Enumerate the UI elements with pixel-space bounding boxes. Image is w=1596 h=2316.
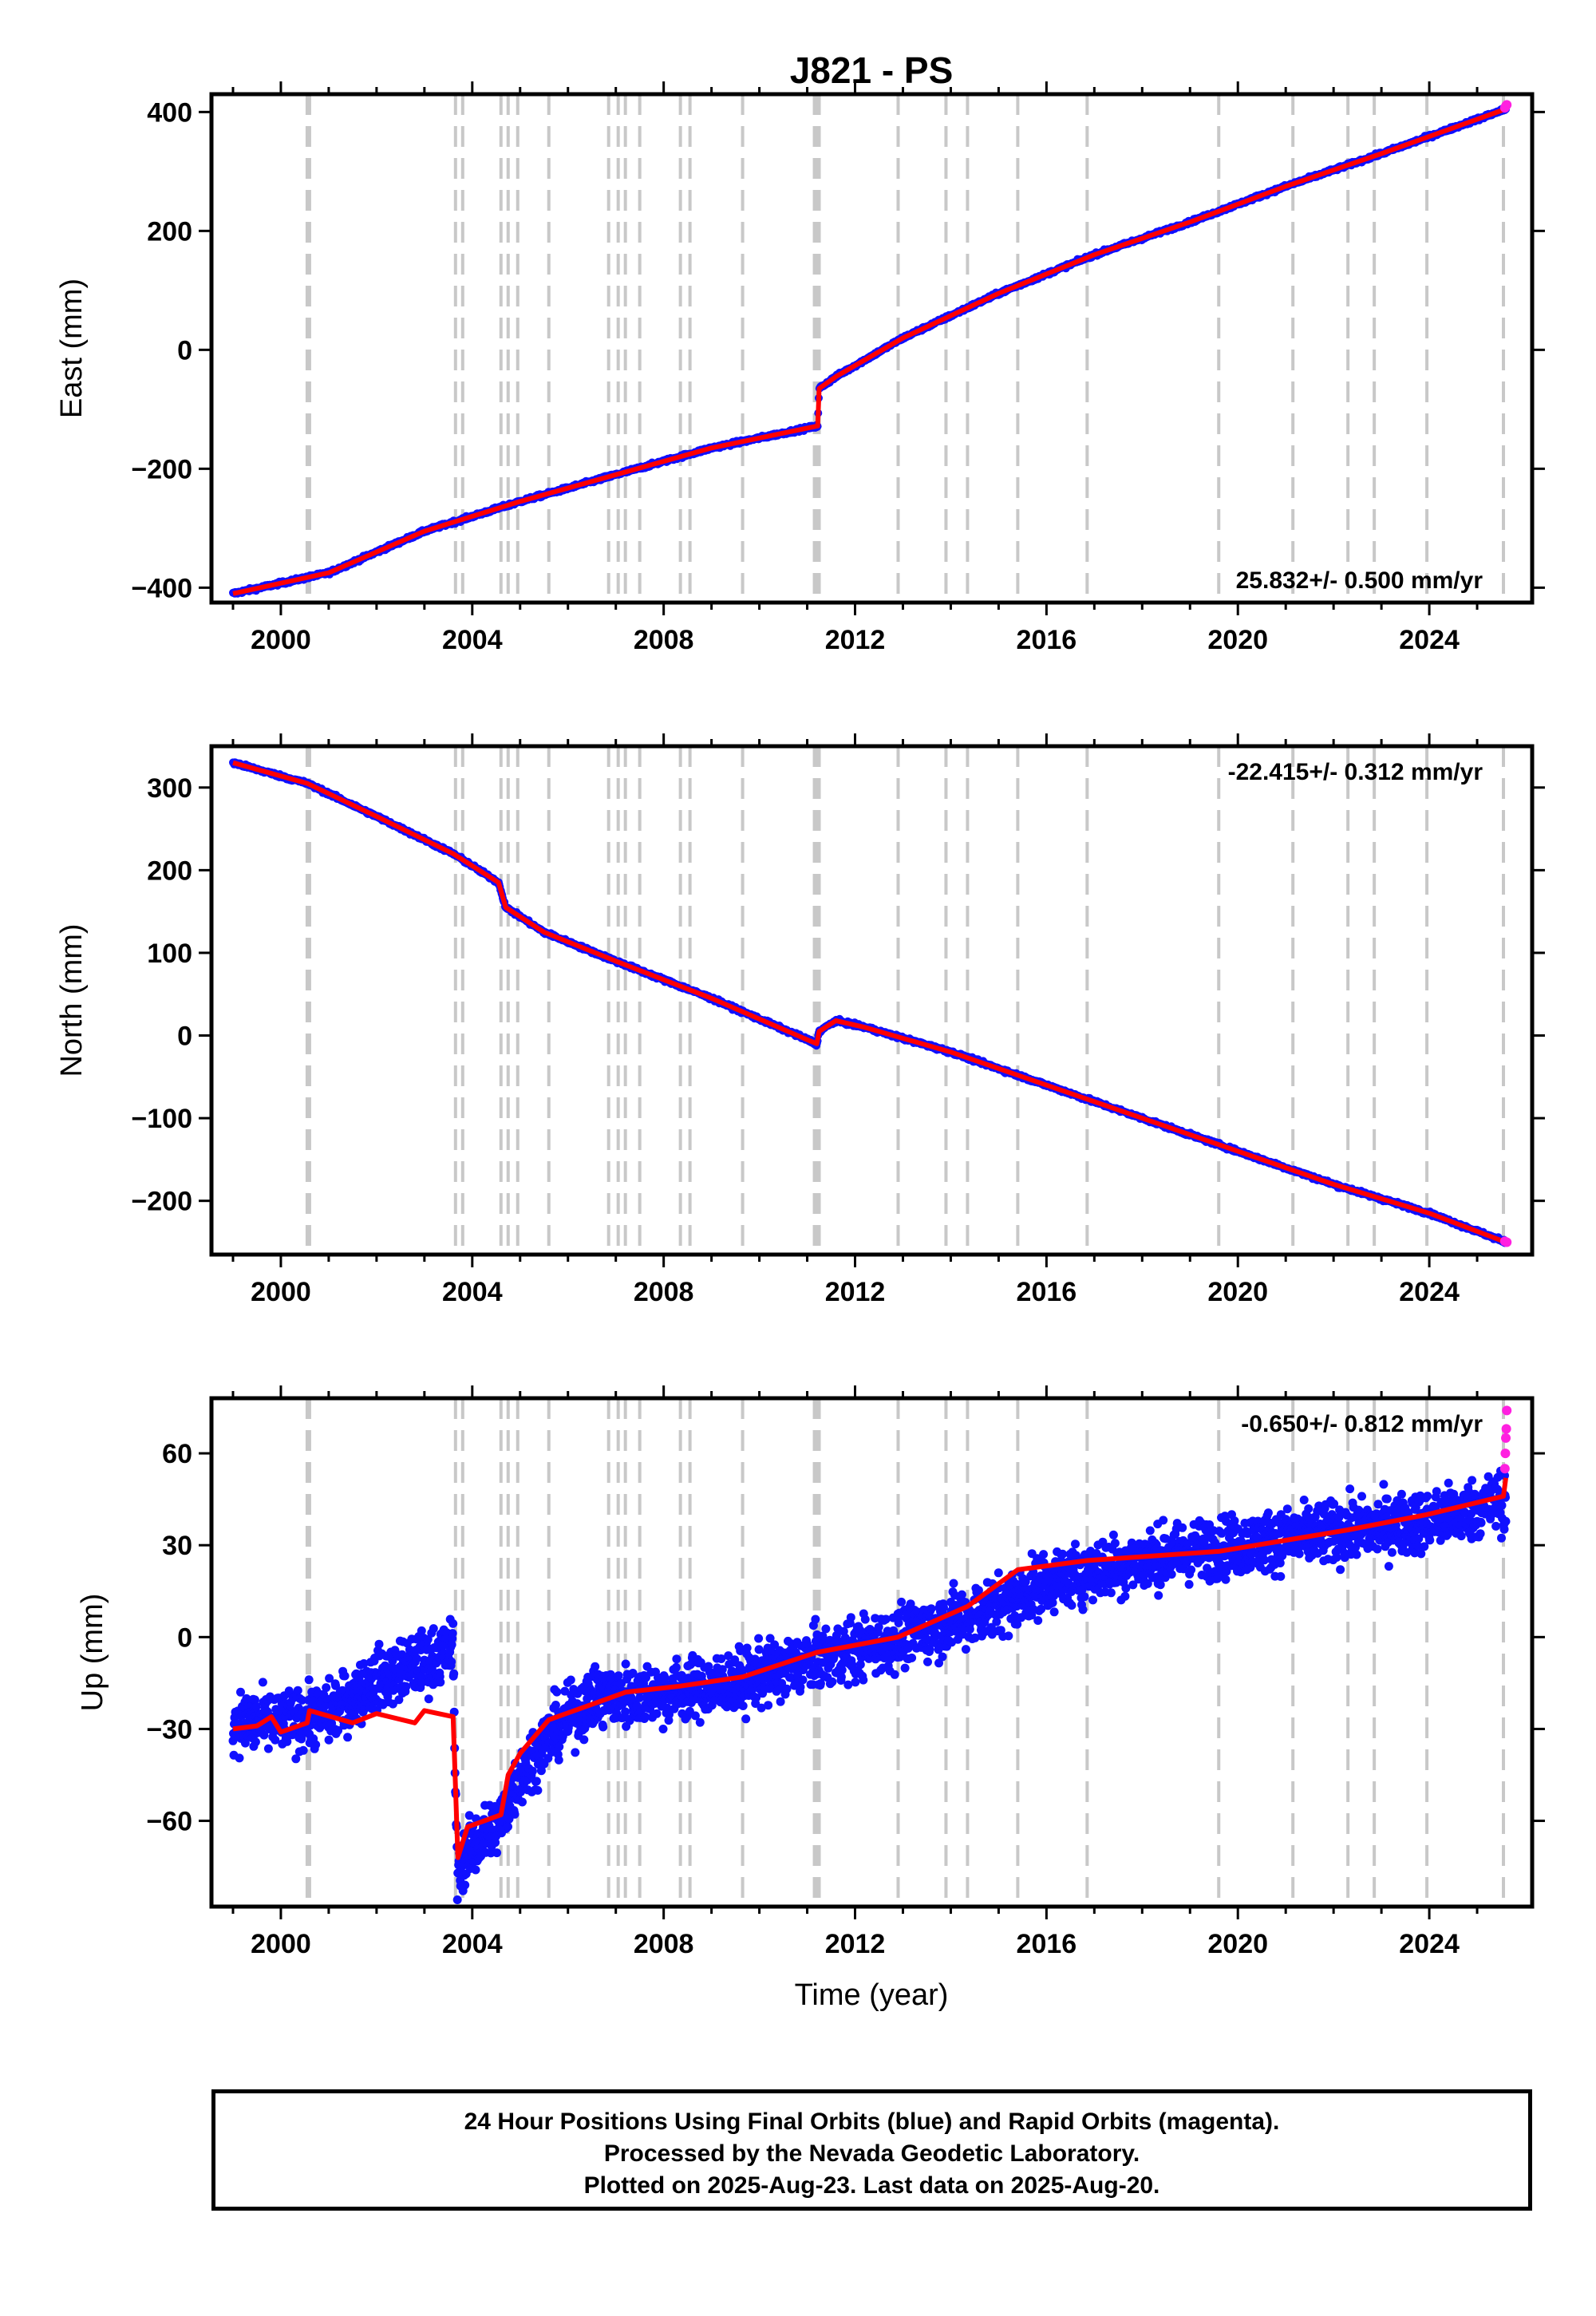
up-final-point — [293, 1686, 302, 1695]
east-model-line — [232, 106, 1507, 596]
up-final-point — [343, 1733, 353, 1742]
up-final-orbit-points — [228, 1466, 1511, 1904]
north-frame — [209, 744, 1535, 1257]
east-y-tick-label-3: 200 — [147, 216, 192, 247]
east-panel: −400 −200 0 200 400 2000 2004 2008 2012 2016 2020 2… — [55, 81, 1545, 655]
north-x-tick-label-0: 2000 — [251, 1277, 311, 1307]
up-final-point — [236, 1687, 245, 1697]
up-final-point — [251, 1737, 260, 1747]
north-y-tick-label-1: −100 — [131, 1104, 192, 1134]
east-rapid-point-2 — [1502, 100, 1512, 110]
east-y-tick-label-0: −400 — [131, 573, 192, 603]
east-x-tick-label-3: 2012 — [825, 625, 886, 655]
east-y-tick-label-4: 400 — [147, 97, 192, 128]
north-final-orbit-points — [229, 758, 1510, 1247]
up-final-point — [304, 1675, 314, 1685]
east-final-orbit-points — [229, 105, 1510, 598]
east-x-tick-label-4: 2016 — [1017, 625, 1077, 655]
east-y-axis-label: East (mm) — [55, 279, 89, 418]
north-x-tick-label-5: 2020 — [1207, 1277, 1268, 1307]
up-final-point — [298, 1745, 308, 1755]
north-x-tick-label-6: 2024 — [1399, 1277, 1460, 1307]
north-y-tick-label-5: 300 — [147, 773, 192, 804]
north-x-tick-label-4: 2016 — [1017, 1277, 1077, 1307]
north-y-axis-label: North (mm) — [55, 923, 89, 1077]
up-final-point — [322, 1683, 331, 1693]
north-x-tick-label-2: 2008 — [634, 1277, 694, 1307]
east-rate-label: 25.832+/- 0.500 mm/yr — [1236, 567, 1483, 594]
north-x-tick-label-1: 2004 — [442, 1277, 503, 1307]
north-y-tick-label-4: 200 — [147, 856, 192, 886]
east-x-tick-label-5: 2020 — [1207, 625, 1268, 655]
north-y-tick-label-0: −200 — [131, 1187, 192, 1217]
east-y-tick-label-2: 0 — [177, 335, 192, 366]
east-x-tick-label-2: 2008 — [634, 625, 694, 655]
east-y-tick-label-1: −200 — [131, 454, 192, 484]
up-final-point — [235, 1753, 244, 1763]
chart-title: J821 - PS — [790, 49, 954, 91]
north-panel: −200 −100 0 100 200 300 2000 2004 2008 2012 2016 20… — [55, 733, 1545, 1307]
up-final-point — [340, 1671, 350, 1681]
north-rapid-point-1 — [1502, 1237, 1512, 1247]
up-final-point — [324, 1735, 334, 1745]
north-rate-label: -22.415+/- 0.312 mm/yr — [1228, 759, 1483, 785]
east-x-tick-label-6: 2024 — [1399, 625, 1460, 655]
up-final-point — [311, 1740, 321, 1749]
north-y-tick-label-3: 100 — [147, 939, 192, 969]
north-x-tick-label-3: 2012 — [825, 1277, 886, 1307]
east-x-tick-label-0: 2000 — [251, 625, 311, 655]
east-x-tick-label-1: 2004 — [442, 625, 503, 655]
north-y-tick-label-2: 0 — [177, 1022, 192, 1052]
up-final-point — [258, 1678, 267, 1687]
up-final-point — [263, 1744, 273, 1753]
